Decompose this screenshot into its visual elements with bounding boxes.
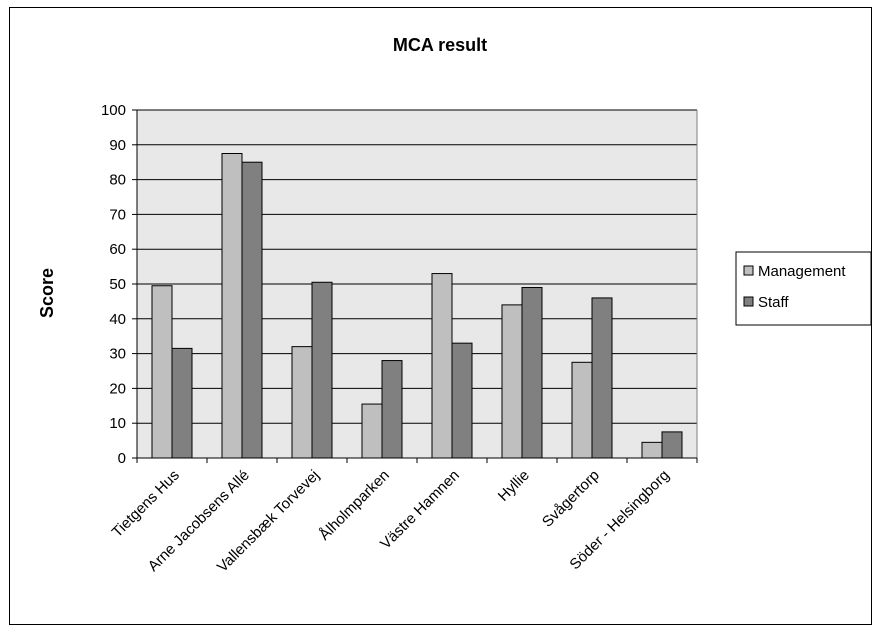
y-tick-label: 40 [109,311,126,328]
bar-staff-1 [171,347,193,459]
bar-staff-4 [381,360,403,459]
legend-box [735,251,872,326]
y-tick-label: 20 [109,380,126,397]
chart-title: MCA result [393,35,487,55]
bar-management-8 [641,441,663,459]
y-axis-label: Score [37,268,57,318]
bar-staff-6 [521,286,543,459]
bar-management-4 [361,403,383,459]
legend-label-staff: Staff [758,294,789,311]
bar-management-2 [221,153,243,459]
x-category-label: Svågertorp [539,467,603,531]
y-tick-label: 30 [109,346,126,363]
bar-staff-8 [661,431,683,459]
x-category-label: Hyllie [495,467,533,505]
y-tick-label: 50 [109,276,126,293]
y-tick-label: 0 [118,450,126,467]
y-tick-label: 60 [109,241,126,258]
bar-staff-7 [591,297,613,459]
legend-label-management: Management [758,263,846,280]
legend-swatch-staff [743,296,754,307]
bar-management-5 [431,273,453,459]
bar-management-6 [501,304,523,459]
y-tick-label: 100 [101,102,126,119]
bar-management-3 [291,346,313,459]
bar-staff-2 [241,161,263,459]
y-tick-label: 70 [109,206,126,223]
x-category-label: Ålholmparken [316,467,393,544]
bar-management-1 [151,285,173,459]
y-tick-label: 10 [109,415,126,432]
bar-staff-3 [311,281,333,459]
bar-management-7 [571,361,593,459]
bar-staff-5 [451,342,473,459]
x-category-label: Tietgens Hus [109,467,183,541]
legend-swatch-management [743,265,754,276]
y-tick-label: 90 [109,137,126,154]
y-tick-label: 80 [109,172,126,189]
legend: Management Staff [735,251,872,326]
